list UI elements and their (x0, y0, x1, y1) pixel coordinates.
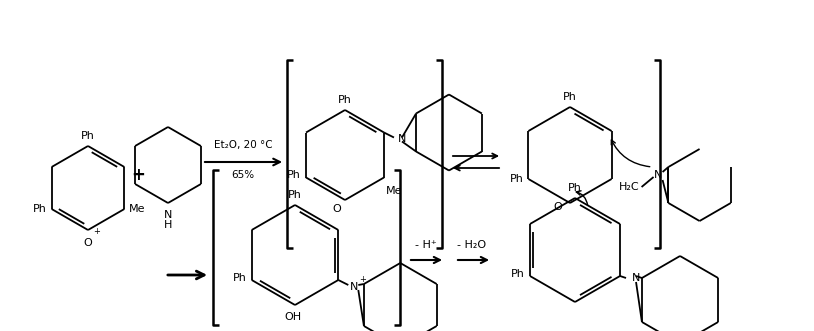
Text: +: + (131, 166, 145, 184)
Text: Ph: Ph (81, 131, 95, 141)
Text: N: N (398, 134, 406, 145)
Text: H: H (164, 220, 173, 230)
Text: Ph: Ph (510, 174, 523, 184)
Text: 65%: 65% (231, 170, 255, 180)
Text: N: N (632, 273, 641, 283)
Text: Et₂O, 20 °C: Et₂O, 20 °C (214, 140, 273, 150)
Text: +: + (359, 275, 366, 285)
Text: Ph: Ph (338, 95, 352, 105)
Text: Ph: Ph (568, 183, 582, 193)
Text: H₂C: H₂C (619, 182, 640, 192)
Text: Ph: Ph (287, 170, 301, 180)
Text: Me: Me (129, 204, 146, 214)
Text: Me: Me (386, 185, 402, 196)
Text: N: N (350, 282, 359, 292)
Text: Ph: Ph (563, 92, 577, 102)
Text: N: N (164, 210, 173, 220)
Text: Ph: Ph (288, 190, 302, 200)
Text: Ph: Ph (33, 204, 46, 214)
Text: O: O (332, 204, 341, 214)
Text: +: + (94, 227, 100, 237)
Text: Ph: Ph (233, 273, 247, 283)
Text: O: O (554, 202, 562, 212)
Text: Ph: Ph (511, 269, 525, 279)
Text: OH: OH (284, 312, 301, 322)
Text: O: O (84, 238, 92, 248)
Text: - H⁺: - H⁺ (415, 240, 437, 250)
Text: - H₂O: - H₂O (457, 240, 487, 250)
Text: N: N (654, 170, 662, 180)
